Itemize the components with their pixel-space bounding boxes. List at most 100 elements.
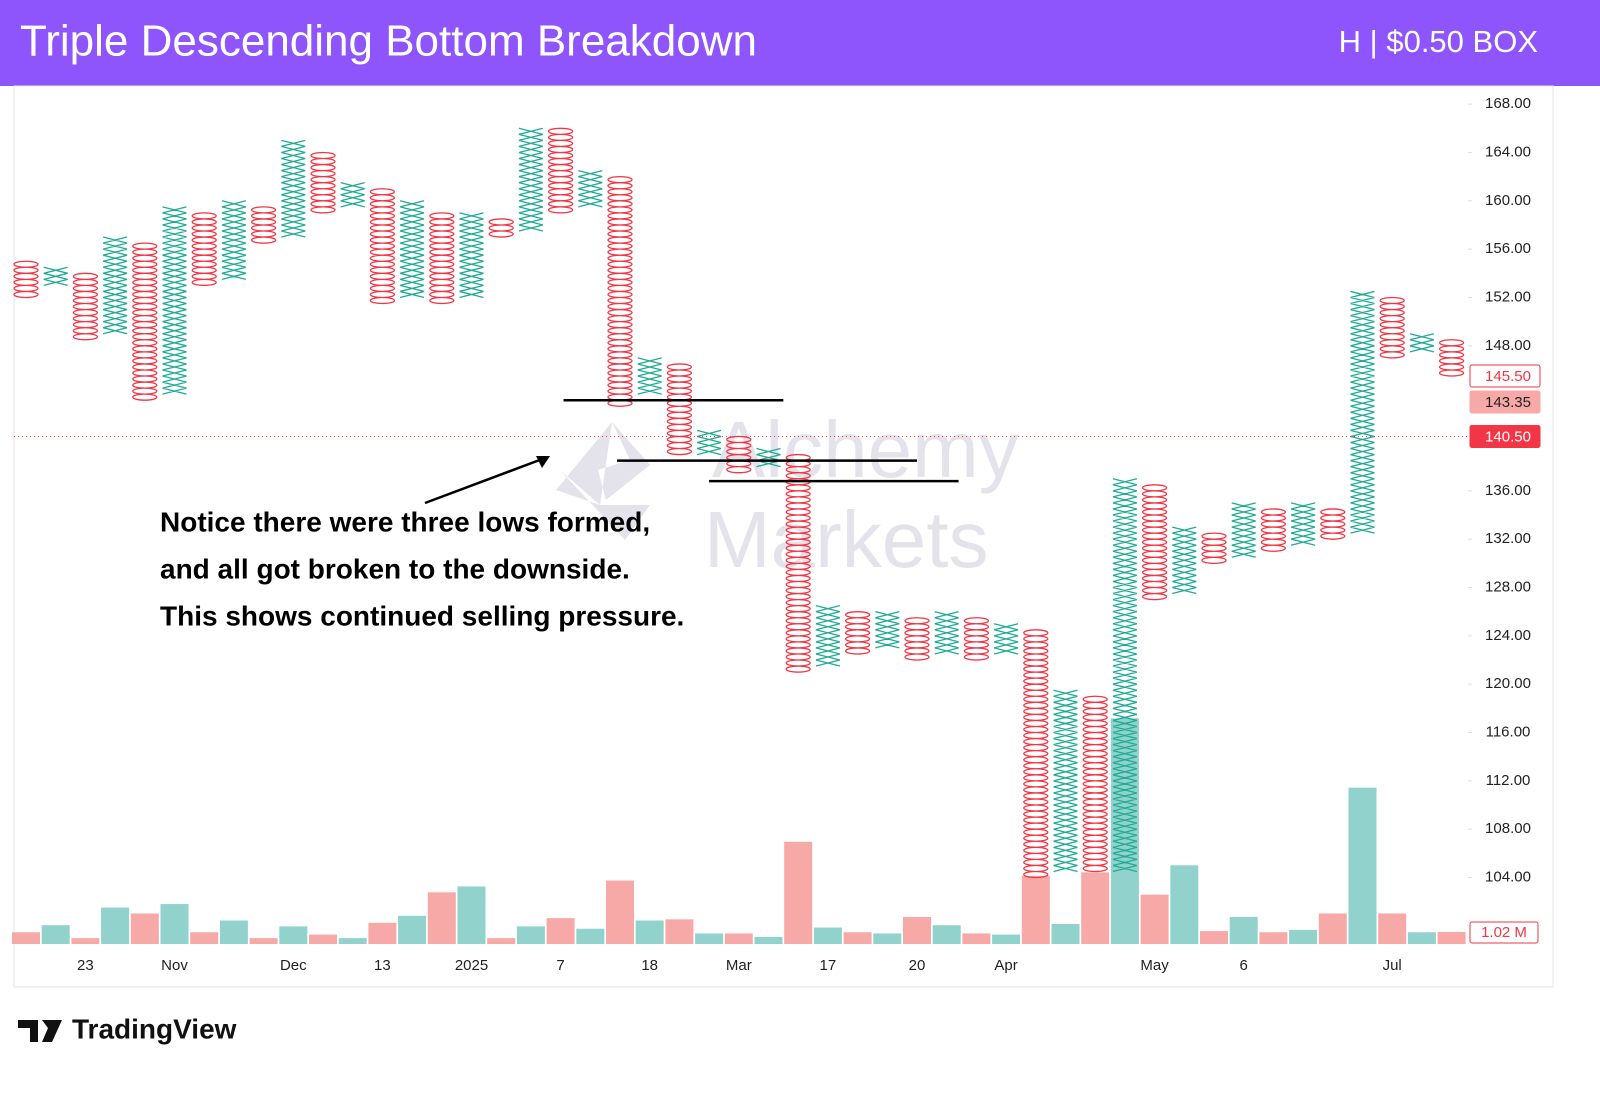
volume-bar [903,916,931,944]
x-column [221,200,247,280]
o-column [250,206,277,244]
x-tick-label: 13 [374,957,391,974]
volume-bar [1110,718,1139,944]
annotation-line: Notice there were three lows formed, [160,506,650,537]
x-tick-label: 17 [820,957,837,974]
y-tick-label: 124.00 [1485,627,1531,644]
x-column [934,611,959,655]
x-tick-label: May [1140,957,1169,974]
o-column [13,260,39,299]
y-tick-label: 120.00 [1485,675,1531,692]
x-column [1231,502,1256,558]
y-tick-label: 168.00 [1485,95,1531,112]
volume-bar [1021,875,1050,944]
brand-name: TradingView [72,1013,237,1044]
volume-bar [190,932,219,944]
y-tick-label: 112.00 [1486,772,1531,789]
o-column [132,242,158,401]
volume-bar [368,922,397,944]
volume-bar [1318,913,1347,944]
x-column [637,357,662,395]
header-bar [0,0,1600,86]
o-column [1201,532,1227,564]
o-column [191,212,217,287]
volume-bar [130,913,159,944]
x-column [1053,689,1078,873]
brand-logo: TradingView [18,1013,237,1044]
o-column [1141,484,1168,601]
o-column [369,188,396,305]
volume-bar [932,925,961,944]
x-tick-label: Jul [1383,957,1402,974]
volume-bar [1348,787,1377,944]
plot: 168.00 164.00 160.00 156.00 152.00 148.00 136.… [12,95,1541,974]
watermark-text: Markets [704,495,989,584]
volume-bar [962,933,991,944]
o-column [963,617,990,661]
o-column [1082,695,1108,873]
o-column [726,435,752,474]
x-tick-label: Dec [280,957,307,974]
volume-bar [546,918,575,944]
x-tick-label: 2025 [455,957,488,974]
price-marker-box [1469,364,1541,388]
y-tick-label: 152.00 [1485,288,1531,305]
volume-bar [1378,913,1407,944]
x-column [1172,526,1197,595]
header-title: Triple Descending Bottom Breakdown [20,17,757,66]
annotation-line: This shows continued selling pressure. [160,600,684,631]
x-column [756,447,781,468]
o-column [904,617,930,661]
price-marker-label: 143.35 [1485,394,1531,411]
o-column [607,175,633,407]
x-tick-label: 23 [77,957,94,974]
volume-marker-label: 1.02 M [1481,924,1527,941]
x-column [815,605,841,667]
volume-bar [576,928,605,944]
volume-bar [309,934,337,944]
y-tick-label: 156.00 [1485,240,1531,257]
x-tick-label: Mar [726,957,752,974]
x-column [578,169,603,208]
x-tick-label: Apr [994,957,1017,974]
x-column [340,182,365,208]
volume-bar [843,932,872,944]
x-tick-label: 20 [909,957,926,974]
volume-bar [635,920,664,944]
price-marker-label: 140.50 [1485,428,1531,445]
volume-bar [101,907,130,944]
annotation-arrowhead [536,456,550,468]
volume-bar [1200,931,1228,944]
volume-bar [41,925,70,944]
volume-bar [338,938,367,944]
y-tick-label: 116.00 [1486,723,1531,740]
o-column [1260,508,1287,552]
volume-bar [1437,932,1466,944]
volume-bar [1407,932,1436,944]
volume-bar [427,892,456,944]
x-tick-label: 7 [556,957,564,974]
volume-bar [71,938,100,944]
x-tick-label: 6 [1240,957,1248,974]
volume-bar [873,933,902,944]
volume-bar [398,915,427,944]
y-tick-label: 128.00 [1485,578,1531,595]
volume-bar [12,932,40,944]
volume-bar [1081,872,1110,944]
o-column [844,611,871,655]
y-tick-label: 108.00 [1485,820,1531,837]
x-column [459,212,484,299]
volume-bar [1051,924,1080,944]
chart-frame [13,85,1554,988]
o-column [1320,508,1346,540]
x-column [875,611,900,649]
volume-marker-box [1469,921,1539,944]
volume-bar [1229,916,1258,944]
volume-bar [487,938,516,944]
volume-bar [695,933,724,944]
volume-bar [249,938,278,944]
annotation-arrow [424,456,546,505]
y-tick-label: 160.00 [1485,192,1531,209]
volume-bar [724,933,753,944]
y-tick-label: 136.00 [1485,482,1531,499]
